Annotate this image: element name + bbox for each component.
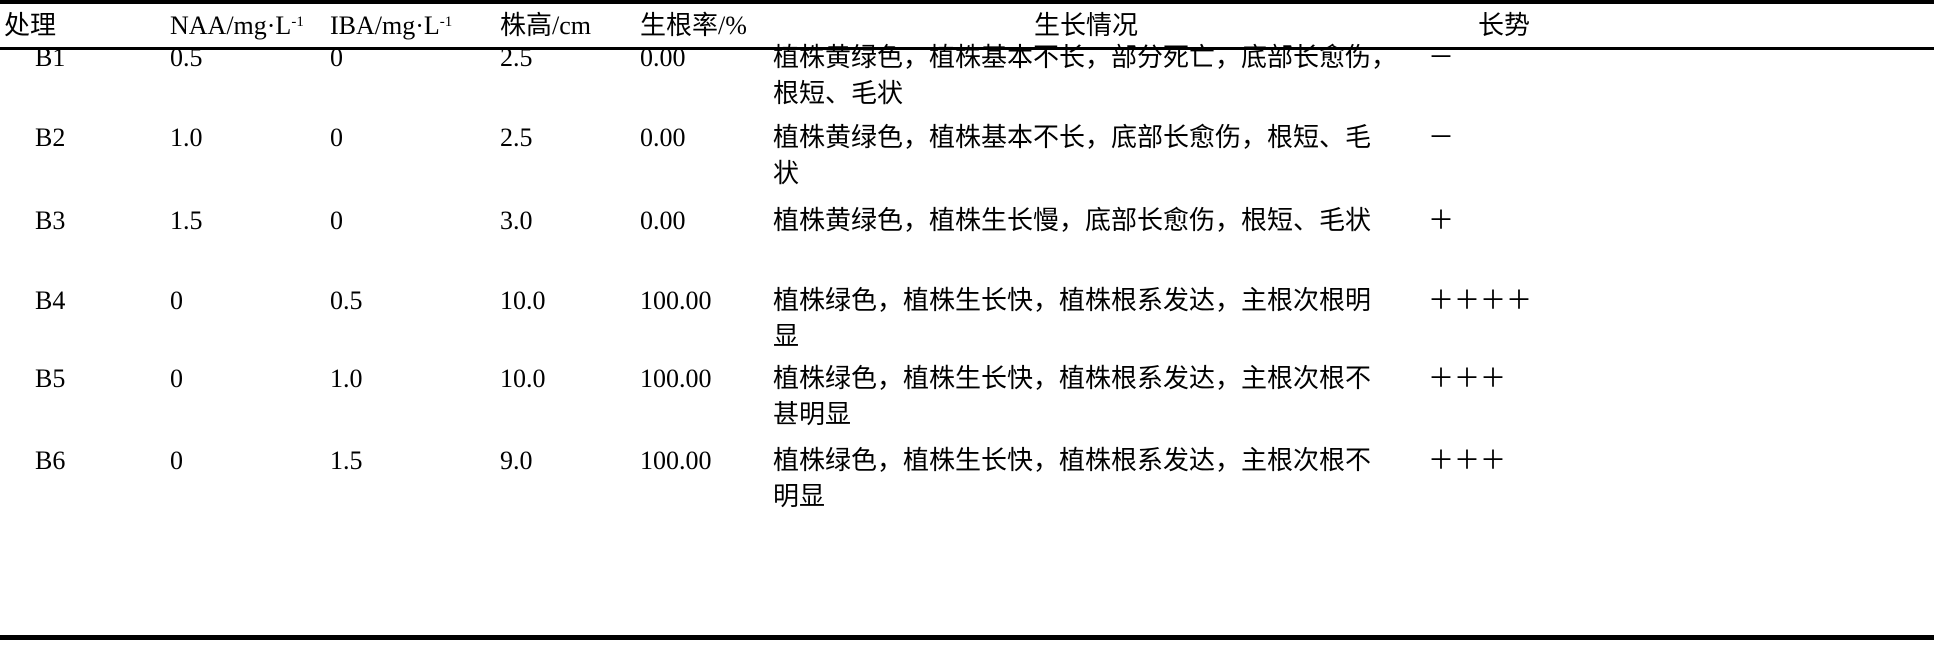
cell-growth-line: 状 xyxy=(773,159,800,188)
cell-vigor: － xyxy=(1428,123,1455,152)
cell-vigor: ＋＋＋ xyxy=(1428,364,1507,393)
header-growth: 生长情况 xyxy=(1034,11,1139,40)
cell-growth-line: 植株黄绿色，植株基本不长，部分死亡，底部长愈伤， xyxy=(773,43,1398,72)
header-iba-sup: -1 xyxy=(439,14,453,30)
header-height: 株高/cm xyxy=(500,11,591,40)
cell-height: 3.0 xyxy=(500,206,533,235)
cell-growth-line: 植株黄绿色，植株基本不长，底部长愈伤，根短、毛 xyxy=(773,123,1372,152)
cell-rooting: 100.00 xyxy=(640,286,712,315)
header-rooting: 生根率/% xyxy=(640,11,747,40)
cell-id: B6 xyxy=(35,446,66,475)
cell-naa: 0.5 xyxy=(170,43,203,72)
cell-height: 2.5 xyxy=(500,43,533,72)
cell-id: B1 xyxy=(35,43,66,72)
cell-rooting: 100.00 xyxy=(640,446,712,475)
cell-growth-line: 根短、毛状 xyxy=(773,79,904,108)
cell-growth-line: 植株黄绿色，植株生长慢，底部长愈伤，根短、毛状 xyxy=(773,206,1372,235)
header-iba-text: IBA/mg·L xyxy=(330,11,440,40)
cell-growth-line: 显 xyxy=(773,322,800,351)
header-iba: IBA/mg·L-1 xyxy=(330,8,452,44)
cell-iba: 0 xyxy=(330,123,343,152)
bottom-rule xyxy=(0,635,1934,640)
header-treatment: 处理 xyxy=(4,11,57,40)
cell-rooting: 0.00 xyxy=(640,123,686,152)
cell-growth-line: 植株绿色，植株生长快，植株根系发达，主根次根明 xyxy=(773,286,1372,315)
header-rule xyxy=(0,47,1934,50)
cell-height: 2.5 xyxy=(500,123,533,152)
cell-rooting: 100.00 xyxy=(640,364,712,393)
cell-id: B5 xyxy=(35,364,66,393)
cell-naa: 0 xyxy=(170,364,183,393)
header-naa-sup: -1 xyxy=(291,14,304,30)
cell-iba: 0 xyxy=(330,206,343,235)
cell-growth-line: 植株绿色，植株生长快，植株根系发达，主根次根不 xyxy=(773,446,1372,475)
cell-id: B3 xyxy=(35,206,66,235)
cell-height: 10.0 xyxy=(500,286,546,315)
header-vigor: 长势 xyxy=(1478,11,1531,40)
cell-rooting: 0.00 xyxy=(640,206,686,235)
cell-iba: 1.5 xyxy=(330,446,363,475)
cell-id: B2 xyxy=(35,123,66,152)
cell-naa: 0 xyxy=(170,286,183,315)
top-rule xyxy=(0,0,1934,4)
cell-naa: 1.0 xyxy=(170,123,203,152)
cell-id: B4 xyxy=(35,286,66,315)
cell-vigor: ＋＋＋＋ xyxy=(1428,286,1533,315)
header-naa-text: NAA/mg·L xyxy=(170,11,292,40)
cell-vigor: － xyxy=(1428,43,1455,72)
cell-growth-line: 明显 xyxy=(773,482,826,511)
header-naa: NAA/mg·L-1 xyxy=(170,8,304,44)
cell-vigor: ＋ xyxy=(1428,206,1455,235)
cell-naa: 0 xyxy=(170,446,183,475)
cell-growth-line: 甚明显 xyxy=(773,400,852,429)
cell-height: 10.0 xyxy=(500,364,546,393)
cell-vigor: ＋＋＋ xyxy=(1428,446,1507,475)
cell-iba: 0.5 xyxy=(330,286,363,315)
cell-growth-line: 植株绿色，植株生长快，植株根系发达，主根次根不 xyxy=(773,364,1372,393)
cell-height: 9.0 xyxy=(500,446,533,475)
cell-iba: 1.0 xyxy=(330,364,363,393)
cell-iba: 0 xyxy=(330,43,343,72)
cell-naa: 1.5 xyxy=(170,206,203,235)
cell-rooting: 0.00 xyxy=(640,43,686,72)
